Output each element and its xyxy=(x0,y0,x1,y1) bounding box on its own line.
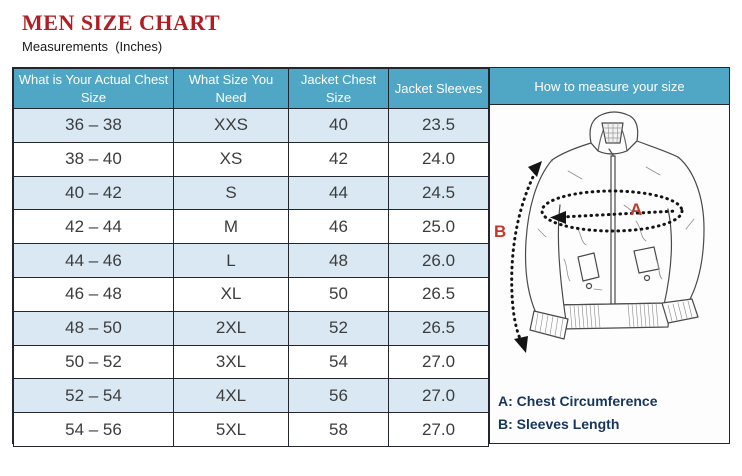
table-cell: 26.5 xyxy=(388,277,489,312)
table-row: 42 – 44 M 46 25.0 xyxy=(13,209,489,245)
table-cell: 46 – 48 xyxy=(13,277,174,312)
jacket-illustration-svg: A B xyxy=(494,111,705,353)
table-cell: 44 – 46 xyxy=(13,243,174,279)
legend-sleeves-length: B: Sleeves Length xyxy=(498,415,620,432)
size-table: What is Your Actual Chest Size What Size… xyxy=(13,67,489,448)
table-cell: 50 xyxy=(288,277,389,312)
table-row: 54 – 56 5XL 58 27.0 xyxy=(13,412,489,448)
table-cell: 26.0 xyxy=(388,243,489,279)
table-cell: 54 – 56 xyxy=(13,412,174,448)
table-cell: 27.0 xyxy=(388,378,489,414)
page-title: MEN SIZE CHART xyxy=(22,10,221,35)
table-cell: 24.0 xyxy=(388,141,489,177)
table-cell: 48 xyxy=(288,243,389,279)
table-cell: 58 xyxy=(288,412,389,448)
table-row: 36 – 38 XXS 40 23.5 xyxy=(13,108,489,143)
table-cell: XXS xyxy=(173,108,289,143)
table-row: 38 – 40 XS 42 24.0 xyxy=(13,141,489,177)
table-cell: 48 – 50 xyxy=(13,310,174,346)
column-header-actual-chest: What is Your Actual Chest Size xyxy=(13,67,174,110)
column-header-jacket-sleeves: Jacket Sleeves xyxy=(388,67,489,110)
table-cell: 46 xyxy=(288,209,389,245)
size-table-body: 36 – 38 XXS 40 23.5 38 – 40 XS 42 24.0 40 – 42 S 4… xyxy=(13,108,489,448)
panel-title: How to measure your size xyxy=(490,68,729,105)
table-cell: 50 – 52 xyxy=(13,344,174,380)
panel-body: A B A: Chest Circumference B: Sleeves Le… xyxy=(490,105,729,443)
table-cell: 5XL xyxy=(173,412,289,448)
column-header-jacket-chest: Jacket Chest Size xyxy=(288,67,389,110)
table-cell: 27.0 xyxy=(388,412,489,448)
size-table-header: What is Your Actual Chest Size What Size… xyxy=(13,67,489,110)
table-cell: 56 xyxy=(288,378,389,414)
table-cell: M xyxy=(173,209,289,245)
table-row: 48 – 50 2XL 52 26.5 xyxy=(13,310,489,346)
table-cell: XL xyxy=(173,277,289,312)
table-cell: 52 xyxy=(288,310,389,346)
page-header: MEN SIZE CHART Measurements (Inches) xyxy=(22,10,220,54)
measure-legend: A: Chest Circumference B: Sleeves Length xyxy=(498,390,658,435)
table-cell: XS xyxy=(173,141,289,177)
table-cell: 52 – 54 xyxy=(13,378,174,414)
table-cell: 4XL xyxy=(173,378,289,414)
table-cell: 42 xyxy=(288,141,389,177)
table-cell: 40 xyxy=(288,108,389,143)
table-cell: 42 – 44 xyxy=(13,209,174,245)
table-row: 46 – 48 XL 50 26.5 xyxy=(13,277,489,312)
table-row: 40 – 42 S 44 24.5 xyxy=(13,175,489,211)
table-row: 50 – 52 3XL 54 27.0 xyxy=(13,344,489,380)
jacket-line-art xyxy=(524,111,705,340)
table-cell: 26.5 xyxy=(388,310,489,346)
table-cell: 40 – 42 xyxy=(13,175,174,211)
table-cell: 27.0 xyxy=(388,344,489,380)
legend-chest-circumference: A: Chest Circumference xyxy=(498,393,658,410)
table-cell: 2XL xyxy=(173,310,289,346)
table-cell: 44 xyxy=(288,175,389,211)
table-cell: 25.0 xyxy=(388,209,489,245)
column-header-size-need: What Size You Need xyxy=(173,67,289,110)
size-chart: What is Your Actual Chest Size What Size… xyxy=(12,67,730,448)
sleeve-measure-line: B xyxy=(494,161,542,353)
marker-a-label: A xyxy=(630,200,642,219)
table-row: 52 – 54 4XL 56 27.0 xyxy=(13,378,489,414)
page-subtitle: Measurements (Inches) xyxy=(22,39,163,54)
table-cell: 36 – 38 xyxy=(13,108,174,143)
table-row: 44 – 46 L 48 26.0 xyxy=(13,243,489,279)
table-cell: 3XL xyxy=(173,344,289,380)
table-cell: 23.5 xyxy=(388,108,489,143)
table-cell: S xyxy=(173,175,289,211)
table-cell: 54 xyxy=(288,344,389,380)
table-cell: L xyxy=(173,243,289,279)
table-cell: 38 – 40 xyxy=(13,141,174,177)
chest-measure-ellipse: A xyxy=(540,189,684,233)
marker-b-label: B xyxy=(494,222,506,241)
table-cell: 24.5 xyxy=(388,175,489,211)
measure-panel: How to measure your size xyxy=(489,68,729,443)
